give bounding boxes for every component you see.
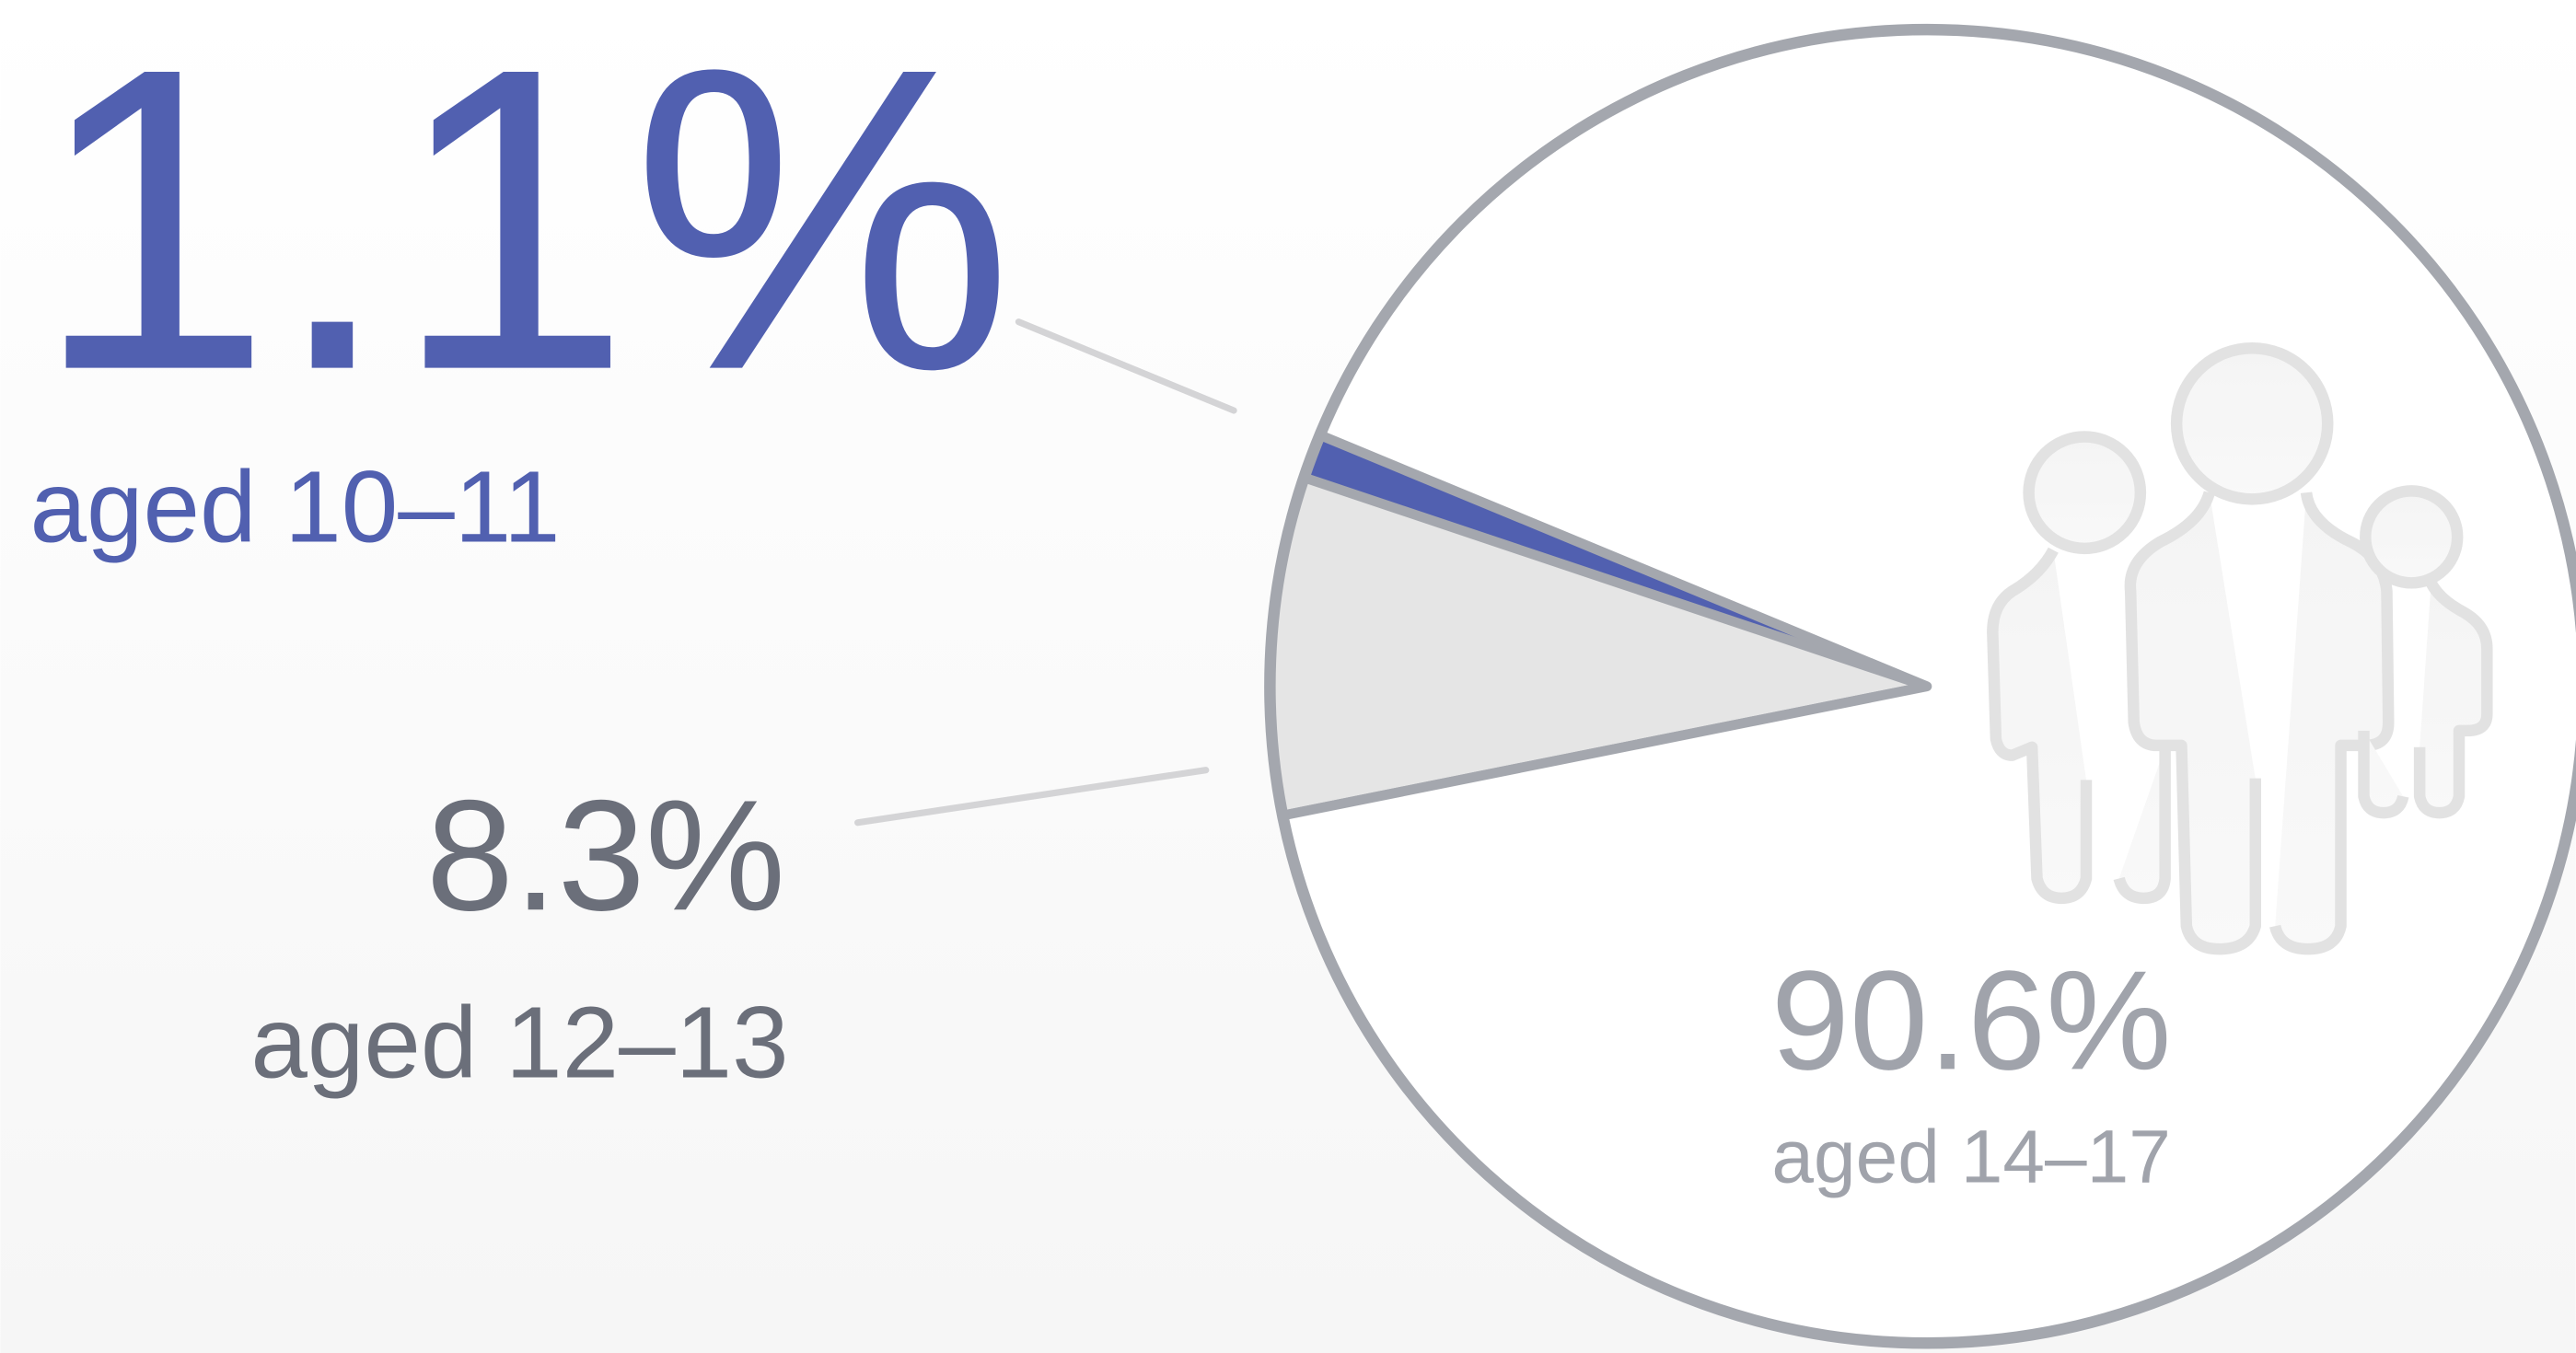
- category-label: aged 10–11: [29, 451, 560, 564]
- value-label: 90.6%: [1771, 941, 2172, 1099]
- value-label: 1.1%: [33, 0, 1014, 460]
- people-icon: [1987, 341, 2493, 955]
- category-label: aged 12–13: [250, 986, 788, 1099]
- leader-line: [854, 767, 1210, 827]
- leader-line: [1015, 318, 1237, 414]
- value-label: 8.3%: [426, 768, 785, 943]
- pie-outline: [1264, 24, 2576, 1349]
- labels: 1.1%aged 10–11 8.3% aged 12–13 90.6% aged 14…: [29, 0, 2171, 1198]
- category-label: aged 14–17: [1771, 1115, 2170, 1198]
